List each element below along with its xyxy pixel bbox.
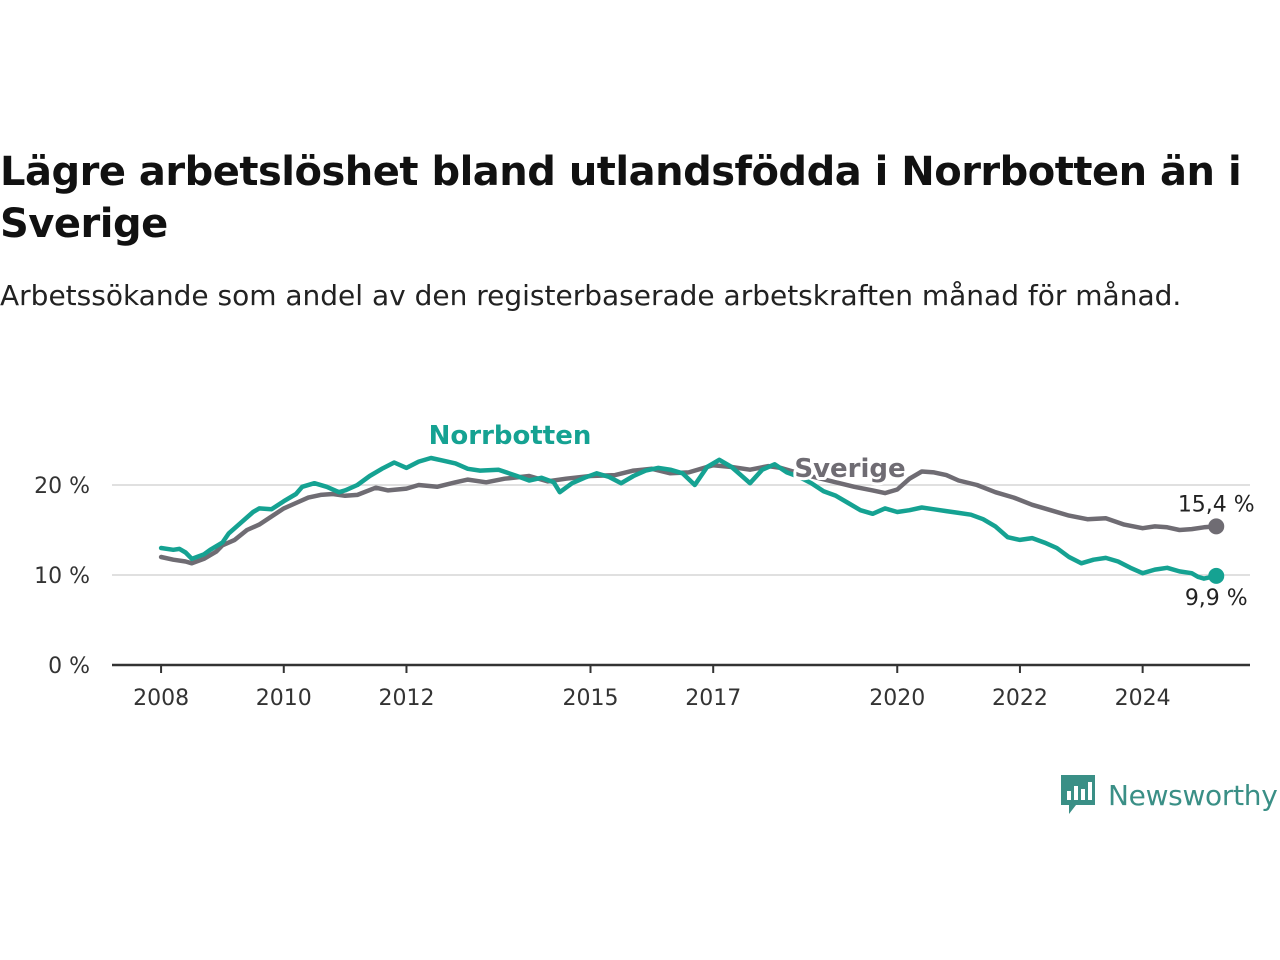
end-value-label-norrbotten: 9,9 % (1185, 586, 1248, 611)
series-labels: Sverige Norrbotten 15,4 % 9,9 % (426, 418, 1255, 611)
chart-title: Lägre arbetslöshet bland utlandsfödda i … (0, 149, 1242, 247)
series-lines (158, 455, 1225, 584)
x-tick-label-2012: 2012 (378, 686, 434, 711)
y-axis-ticks: 0 % 10 % 20 % (34, 474, 90, 679)
series-label-norrbotten: Norrbotten (429, 421, 592, 451)
end-value-label-sverige: 15,4 % (1178, 492, 1255, 517)
x-tick-label-2022: 2022 (992, 686, 1048, 711)
x-tick-label-2024: 2024 (1115, 686, 1171, 711)
x-tick-label-2020: 2020 (869, 686, 925, 711)
series-label-sverige: Sverige (794, 454, 905, 484)
newsworthy-logo-text: Newsworthy (1108, 778, 1278, 812)
chart-subtitle: Arbetssökande som andel av den registerb… (0, 279, 1182, 312)
y-tick-label-0: 0 % (48, 654, 90, 679)
x-tick-label-2008: 2008 (133, 686, 189, 711)
end-point-sverige (1208, 518, 1225, 535)
x-axis-ticks: 2008 2010 2012 2015 2017 2020 2022 2024 (133, 665, 1171, 711)
series-line-sverige (158, 462, 1219, 566)
y-tick-label-20: 20 % (34, 474, 90, 499)
x-tick-label-2017: 2017 (685, 686, 741, 711)
series-line-norrbotten (158, 455, 1219, 581)
x-tick-label-2010: 2010 (256, 686, 312, 711)
y-tick-label-10: 10 % (34, 564, 90, 589)
newsworthy-logo: Newsworthy (1058, 772, 1278, 818)
x-tick-label-2015: 2015 (563, 686, 619, 711)
end-point-norrbotten (1208, 567, 1225, 584)
newsworthy-logo-icon (1061, 775, 1095, 814)
